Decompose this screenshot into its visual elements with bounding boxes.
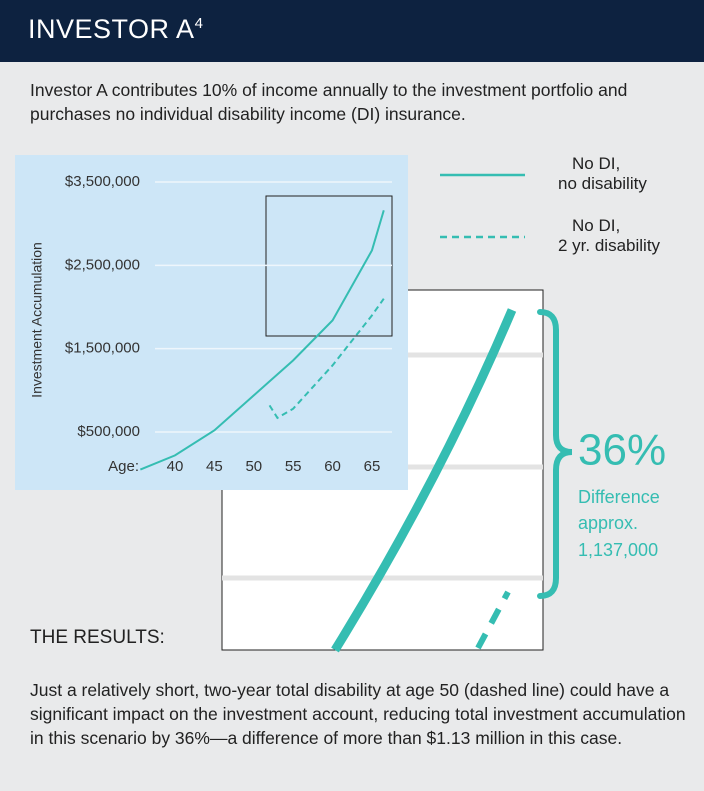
x-tick-label: 40 (167, 458, 184, 475)
x-tick-label: 55 (285, 458, 302, 475)
legend-label: No DI, no disability (558, 154, 647, 193)
results-heading: THE RESULTS: (30, 627, 165, 648)
x-tick-label: 45 (206, 458, 223, 475)
zoom-solid (331, 308, 517, 653)
y-tick-label: $1,500,000 (65, 340, 140, 357)
header-title: INVESTOR A4 (28, 14, 203, 45)
chart-panel (15, 155, 408, 490)
legend-line: no disability (558, 174, 647, 193)
zoom-dashed (475, 590, 511, 650)
series-line (268, 298, 385, 420)
x-axis-label: Age: (108, 458, 139, 475)
x-tick-label: 60 (324, 458, 341, 475)
y-tick-label: $3,500,000 (65, 173, 140, 190)
legend-line: 2 yr. disability (558, 236, 661, 255)
callout-text: Difference (578, 487, 660, 507)
x-tick-label: 50 (245, 458, 262, 475)
bracket (537, 309, 573, 599)
callout-text: approx. (578, 513, 638, 533)
callout-percent: 36% (578, 426, 666, 475)
results-text: Just a relatively short, two-year total … (30, 680, 686, 748)
header-band: INVESTOR A4 (0, 0, 704, 62)
legend-label: No DI, 2 yr. disability (558, 216, 661, 255)
x-tick-label: 65 (364, 458, 381, 475)
superscript: 4 (194, 15, 204, 32)
callout-amount: 1,137,000 (578, 540, 658, 560)
title-text: INVESTOR A (28, 14, 195, 44)
legend-line: No DI, (572, 154, 620, 173)
y-axis-label: Investment Accumulation (29, 242, 45, 398)
intro: Investor A contributes 10% of income ann… (30, 80, 628, 124)
y-tick-label: $2,500,000 (65, 256, 140, 273)
series-line (139, 210, 385, 471)
legend-line: No DI, (572, 216, 620, 235)
y-tick-label: $500,000 (77, 423, 140, 440)
